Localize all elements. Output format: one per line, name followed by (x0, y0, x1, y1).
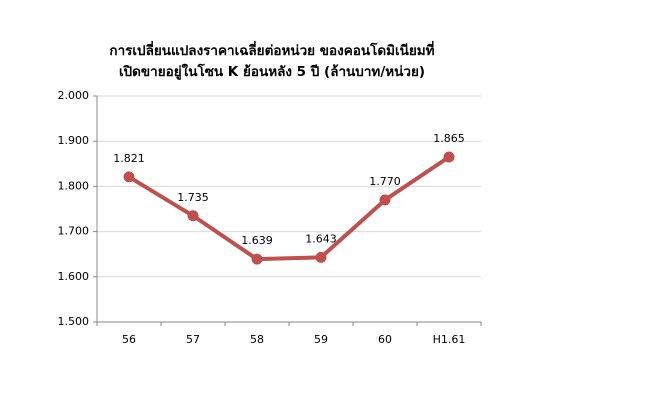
point (315, 251, 327, 263)
x-tick-label: 57 (186, 333, 200, 346)
data-label: 1.865 (433, 132, 465, 145)
data-label: 1.821 (113, 152, 145, 165)
data-label: 1.770 (369, 175, 401, 188)
x-tick-label: 60 (378, 333, 392, 346)
point (187, 210, 199, 222)
point (443, 151, 455, 163)
y-tick-label: 2.000 (58, 89, 90, 102)
point (123, 171, 135, 183)
y-tick-label: 1.900 (58, 134, 90, 147)
chart-title: เปิดขายอยู่ในโซน K ย้อนหลัง 5 ปี (ล้านบา… (119, 62, 425, 80)
point (251, 253, 263, 265)
y-tick-label: 1.700 (58, 225, 90, 238)
x-tick-label: H1.61 (433, 333, 466, 346)
data-label: 1.639 (241, 234, 273, 247)
line (127, 155, 451, 262)
x-tick-label: 58 (250, 333, 264, 346)
x-tick-label: 59 (314, 333, 328, 346)
y-tick-label: 1.600 (58, 270, 90, 283)
y-tick-label: 1.800 (58, 179, 90, 192)
data-label: 1.735 (177, 191, 209, 204)
data-label: 1.643 (305, 232, 337, 245)
x-tick-label: 56 (122, 333, 136, 346)
chart-title: การเปลี่ยนแปลงราคาเฉลี่ยต่อหน่วย ของคอนโ… (109, 40, 434, 59)
y-tick-label: 1.500 (58, 315, 90, 328)
point (379, 194, 391, 206)
